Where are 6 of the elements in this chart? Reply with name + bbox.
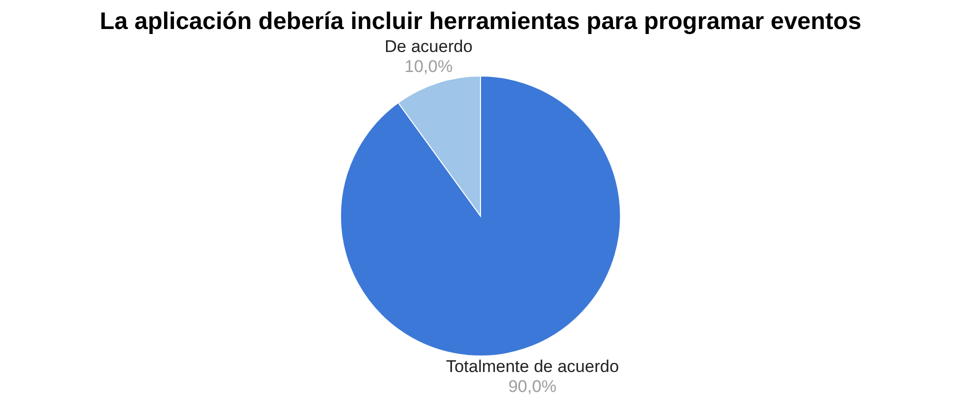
slice-label: De acuerdo <box>384 37 473 56</box>
pie-slice <box>340 76 621 356</box>
chart-title: La aplicación debería incluir herramientas para programar eventos <box>100 8 862 36</box>
data-label: 10,0% <box>404 57 453 76</box>
data-label: 90,0% <box>508 376 557 396</box>
slice-label: Totalmente de acuerdo <box>446 356 619 376</box>
